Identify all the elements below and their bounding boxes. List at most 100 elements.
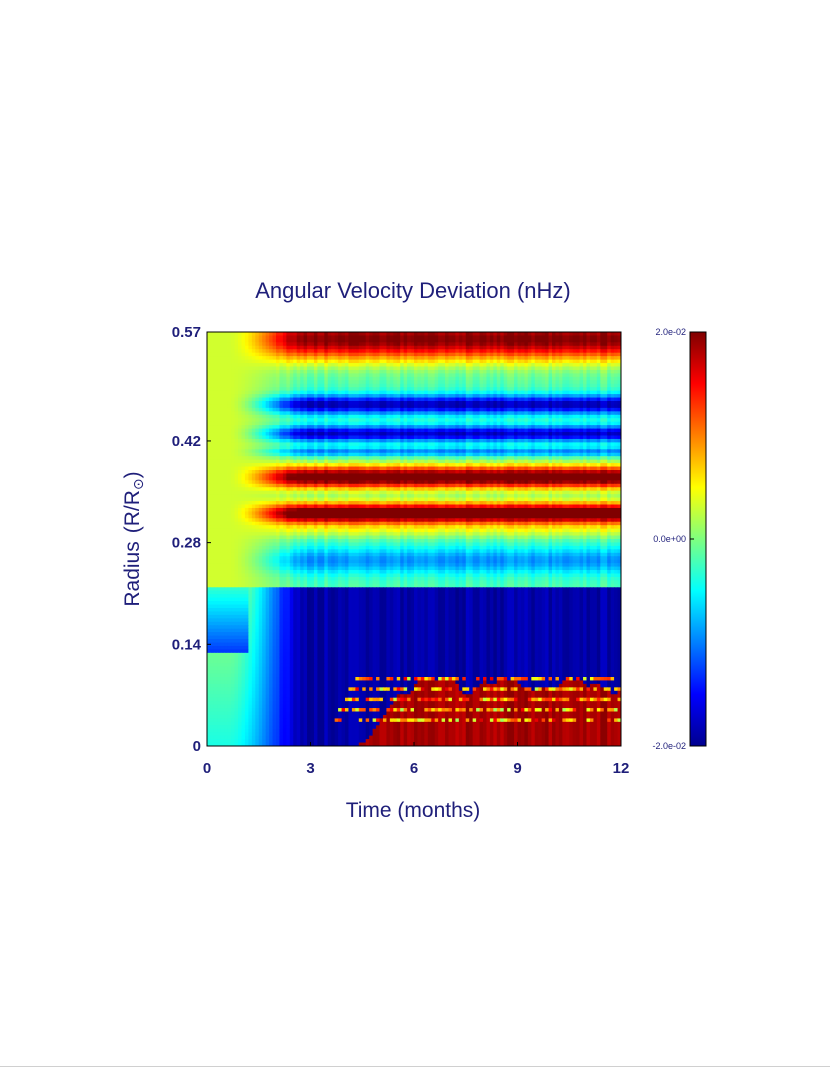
heatmap-cell: [527, 456, 532, 461]
heatmap-cell: [341, 442, 346, 447]
heatmap-cell: [303, 387, 308, 392]
heatmap-cell: [572, 366, 577, 371]
heatmap-cell: [427, 338, 432, 343]
heatmap-cell: [213, 452, 218, 457]
heatmap-cell: [224, 387, 229, 392]
heatmap-cell: [607, 411, 612, 416]
heatmap-cell: [510, 376, 515, 381]
heatmap-cell: [510, 435, 515, 440]
heatmap-cell: [427, 387, 432, 392]
heatmap-cell: [472, 459, 477, 464]
heatmap-cell: [583, 428, 588, 433]
heatmap-cell: [565, 359, 570, 364]
heatmap-cell: [400, 414, 405, 419]
heatmap-cell: [617, 359, 621, 364]
heatmap-cell: [403, 425, 408, 430]
heatmap-cell: [244, 338, 249, 343]
heatmap-cell: [300, 366, 305, 371]
heatmap-cell: [334, 363, 339, 368]
heatmap-cell: [351, 352, 356, 357]
heatmap-cell: [420, 338, 425, 343]
heatmap-cell: [527, 380, 532, 385]
heatmap-cell: [386, 442, 391, 447]
heatmap-cell: [376, 383, 381, 388]
heatmap-cell: [313, 352, 318, 357]
heatmap-cell: [455, 404, 460, 409]
heatmap-cell: [369, 352, 374, 357]
heatmap-cell: [565, 428, 570, 433]
heatmap-cell: [410, 445, 415, 450]
heatmap-cell: [583, 342, 588, 347]
heatmap-cell: [213, 383, 218, 388]
heatmap-cell: [362, 387, 367, 392]
heatmap-cell: [417, 411, 422, 416]
heatmap-cell: [345, 421, 350, 426]
heatmap-cell: [396, 376, 401, 381]
heatmap-cell: [414, 456, 419, 461]
heatmap-cell: [269, 373, 274, 378]
heatmap-cell: [507, 456, 512, 461]
heatmap-cell: [410, 459, 415, 464]
heatmap-cell: [282, 352, 287, 357]
heatmap-cell: [307, 404, 312, 409]
heatmap-cell: [503, 432, 508, 437]
heatmap-cell: [589, 449, 594, 454]
heatmap-cell: [210, 407, 215, 412]
heatmap-cell: [262, 352, 267, 357]
heatmap-cell: [534, 442, 539, 447]
heatmap-cell: [548, 411, 553, 416]
heatmap-cell: [231, 459, 236, 464]
heatmap-cell: [603, 470, 608, 475]
heatmap-cell: [572, 356, 577, 361]
heatmap-cell: [576, 342, 581, 347]
heatmap-cell: [527, 352, 532, 357]
heatmap-cell: [382, 418, 387, 423]
heatmap-cell: [420, 425, 425, 430]
heatmap-cell: [579, 428, 584, 433]
heatmap-cell: [617, 411, 621, 416]
heatmap-cell: [379, 445, 384, 450]
heatmap-cell: [269, 342, 274, 347]
heatmap-cell: [293, 401, 298, 406]
heatmap-cell: [241, 438, 246, 443]
heatmap-cell: [286, 442, 291, 447]
heatmap-cell: [324, 404, 329, 409]
heatmap-cell: [541, 442, 546, 447]
heatmap-cell: [545, 438, 550, 443]
heatmap-cell: [569, 445, 574, 450]
heatmap-cell: [376, 373, 381, 378]
heatmap-cell: [417, 428, 422, 433]
heatmap-cell: [538, 421, 543, 426]
heatmap-cell: [603, 352, 608, 357]
heatmap-cell: [217, 425, 222, 430]
heatmap-cell: [334, 452, 339, 457]
heatmap-cell: [238, 380, 243, 385]
heatmap-cell: [507, 332, 512, 337]
heatmap-cell: [445, 380, 450, 385]
heatmap-cell: [276, 401, 281, 406]
heatmap-cell: [213, 349, 218, 354]
heatmap-cell: [548, 390, 553, 395]
heatmap-cell: [448, 459, 453, 464]
heatmap-cell: [534, 428, 539, 433]
heatmap-cell: [420, 363, 425, 368]
heatmap-cell: [351, 432, 356, 437]
heatmap-cell: [369, 452, 374, 457]
heatmap-cell: [434, 349, 439, 354]
heatmap-cell: [269, 456, 274, 461]
heatmap-cell: [269, 345, 274, 350]
heatmap-cell: [351, 407, 356, 412]
heatmap-cell: [248, 456, 253, 461]
heatmap-cell: [296, 394, 301, 399]
heatmap-cell: [382, 376, 387, 381]
heatmap-cell: [365, 445, 370, 450]
heatmap-cell: [427, 442, 432, 447]
heatmap-cell: [251, 425, 256, 430]
heatmap-cell: [414, 363, 419, 368]
heatmap-cell: [558, 449, 563, 454]
heatmap-cell: [296, 359, 301, 364]
heatmap-cell: [227, 466, 232, 471]
heatmap-cell: [555, 404, 560, 409]
heatmap-cell: [538, 387, 543, 392]
heatmap-cell: [424, 369, 429, 374]
